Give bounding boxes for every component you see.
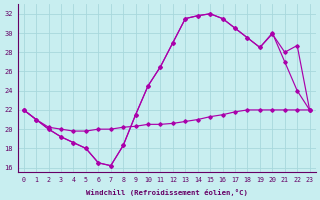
X-axis label: Windchill (Refroidissement éolien,°C): Windchill (Refroidissement éolien,°C) [86, 189, 248, 196]
